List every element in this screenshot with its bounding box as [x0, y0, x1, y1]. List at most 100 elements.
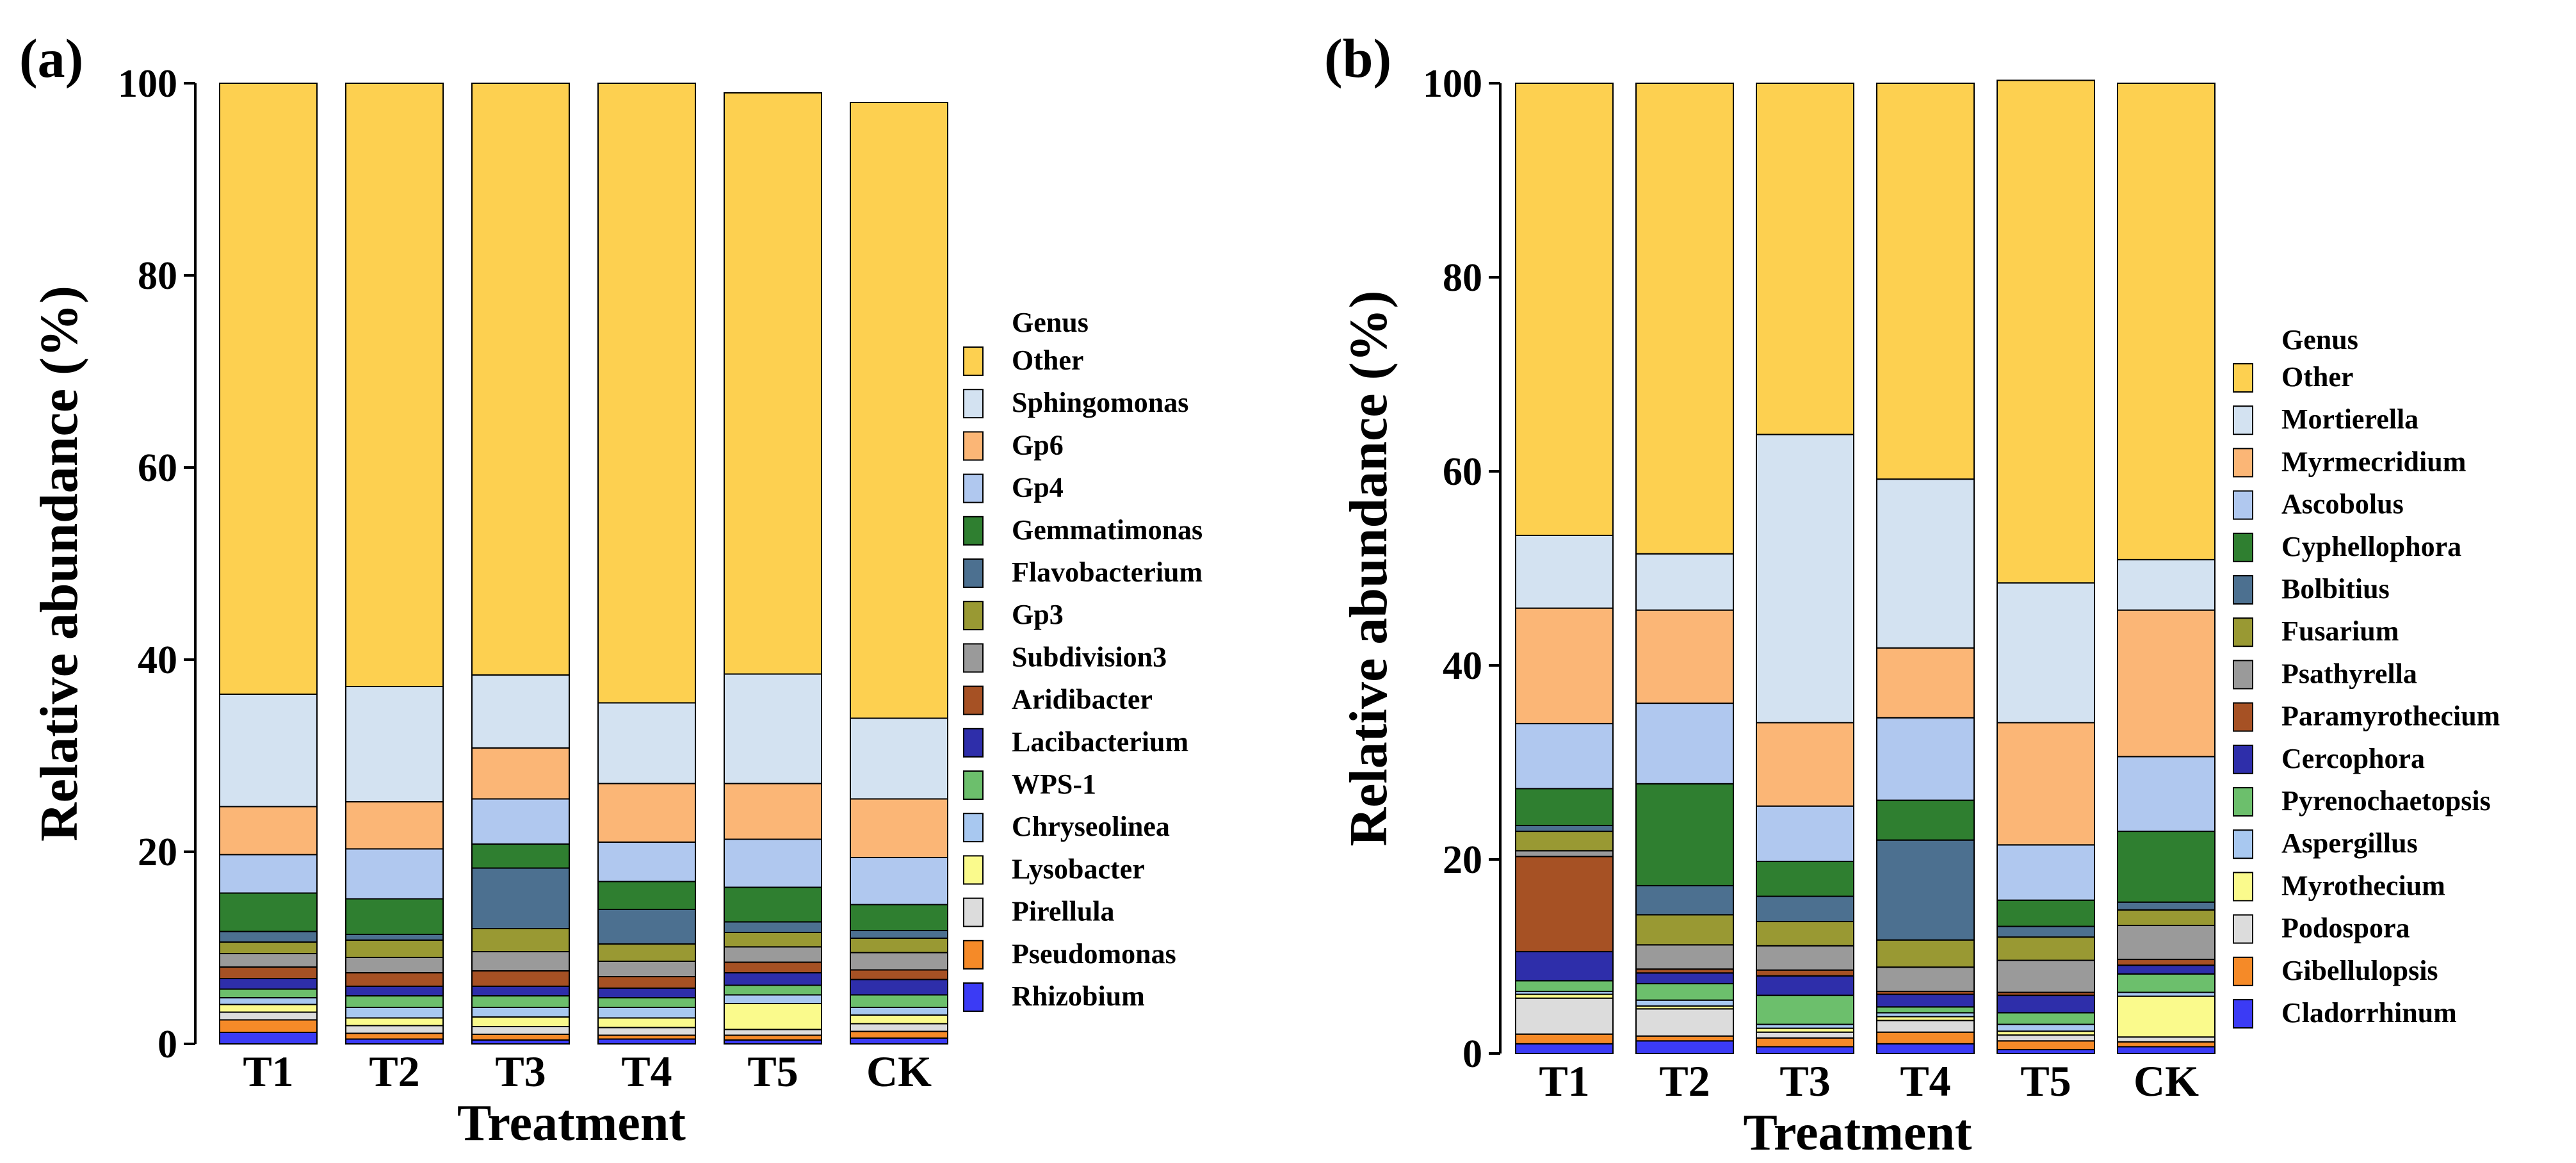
legend-entry: Flavobacterium	[1012, 557, 1203, 588]
x-tick-label: T2	[369, 1047, 419, 1096]
bar-segment-pirellula	[345, 1025, 444, 1034]
bar-segment-lysobacter	[724, 1003, 822, 1030]
bar-segment-gp4	[345, 848, 444, 900]
bar-segment-pseudomonas	[345, 1032, 444, 1040]
legend-entry: Fusarium	[2281, 615, 2399, 647]
bar-segment-gp6	[724, 783, 822, 840]
bar-segment-cercophora	[2117, 964, 2216, 975]
legend-swatch	[963, 643, 984, 673]
bar-segment-bolbitius	[1515, 824, 1614, 833]
bar-segment-fusarium	[1997, 936, 2095, 961]
bar-segment-podospora	[1515, 997, 1614, 1035]
bar-segment-gp6	[219, 806, 318, 856]
bar-segment-lysobacter	[219, 1004, 318, 1013]
x-tick-label: CK	[866, 1047, 932, 1096]
legend-swatch	[963, 431, 984, 461]
bar-segment-chryseolinea	[219, 997, 318, 1005]
legend-entry: Gemmatimonas	[1012, 514, 1203, 546]
legend-swatch	[2233, 829, 2253, 859]
bar-segment-gp4	[850, 857, 948, 906]
bar-segment-rhizobium	[345, 1038, 444, 1045]
legend-swatch	[963, 982, 984, 1012]
y-tick-label: 0	[158, 1023, 177, 1066]
bar-segment-gemmatimonas	[345, 898, 444, 935]
bar-segment-gp3	[219, 941, 318, 954]
bar-segment-pseudomonas	[850, 1030, 948, 1039]
bar-segment-mortierella	[1515, 534, 1614, 609]
legend-swatch	[2233, 702, 2253, 732]
bar-stack-T5	[1997, 79, 2095, 1054]
bar-segment-gp4	[724, 838, 822, 888]
legend-swatch	[963, 516, 984, 546]
bar-segment-pyrenochaetopsis	[1997, 1012, 2095, 1025]
legend-entry: Podospora	[2281, 913, 2410, 944]
bar-segment-pseudomonas	[724, 1034, 822, 1041]
y-tick-label: 60	[1443, 450, 1482, 494]
bar-segment-other	[2117, 83, 2216, 560]
legend-swatch	[963, 813, 984, 843]
legend-swatch	[2233, 872, 2253, 902]
bar-segment-gemmatimonas	[597, 881, 696, 910]
bar-segment-cyphellophora	[1997, 899, 2095, 927]
bar-segment-lysobacter	[850, 1014, 948, 1025]
bar-segment-aridibacter	[471, 970, 570, 987]
bar-segment-myrmecridium	[1635, 609, 1734, 704]
legend-swatch	[963, 685, 984, 715]
x-tick-label: T1	[243, 1047, 293, 1096]
bar-segment-other	[1997, 79, 2095, 584]
bar-segment-myrmecridium	[2117, 609, 2216, 758]
legend-swatch	[963, 473, 984, 503]
bar-segment-lacibacterium	[219, 978, 318, 990]
legend-swatch	[2233, 363, 2253, 393]
bar-segment-subdivision3	[219, 953, 318, 968]
bar-segment-psathyrella	[1756, 945, 1854, 971]
bar-segment-gibellulopsis	[1876, 1031, 1975, 1045]
legend-entry: Pirellula	[1012, 896, 1115, 927]
legend-swatch	[963, 601, 984, 631]
bar-segment-bolbitius	[2117, 901, 2216, 911]
legend-entry: Cladorrhinum	[2281, 997, 2457, 1029]
legend-title: Genus	[1012, 307, 1089, 338]
legend-swatch	[963, 389, 984, 419]
bar-segment-sphingomonas	[345, 686, 444, 802]
y-tick-label: 80	[138, 254, 177, 298]
bar-segment-aridibacter	[850, 969, 948, 980]
bar-segment-pirellula	[471, 1026, 570, 1035]
legend-swatch	[963, 897, 984, 927]
bar-segment-gemmatimonas	[724, 886, 822, 923]
bar-segment-gp3	[850, 938, 948, 954]
legend-entry: Cyphellophora	[2281, 531, 2461, 562]
bar-segment-gp6	[597, 783, 696, 843]
legend-entry: Gp4	[1012, 472, 1064, 503]
bar-segment-lysobacter	[471, 1016, 570, 1027]
bar-segment-chryseolinea	[597, 1007, 696, 1019]
bar-segment-gp3	[597, 943, 696, 962]
bar-segment-gibellulopsis	[1635, 1035, 1734, 1042]
x-axis-title: Treatment	[457, 1095, 686, 1151]
bar-segment-wps-1	[471, 995, 570, 1008]
bar-segment-other	[1756, 83, 1854, 435]
bar-segment-cladorrhinum	[1635, 1040, 1734, 1055]
x-tick-label: T3	[495, 1047, 546, 1096]
legend-swatch	[2233, 914, 2253, 944]
bar-segment-pyrenochaetopsis	[2117, 973, 2216, 993]
bar-segment-fusarium	[1876, 939, 1975, 968]
x-tick-label: T5	[2020, 1057, 2071, 1105]
bar-segment-flavobacterium	[219, 931, 318, 943]
bar-segment-cladorrhinum	[2117, 1046, 2216, 1055]
legend-swatch	[2233, 787, 2253, 817]
bar-segment-lacibacterium	[471, 986, 570, 996]
x-tick-label: T5	[747, 1047, 798, 1096]
bar-segment-cyphellophora	[1876, 799, 1975, 841]
panel-label: (a)	[19, 28, 83, 89]
legend-entry: Aspergillus	[2281, 827, 2418, 859]
bar-segment-myrmecridium	[1515, 607, 1614, 724]
bar-segment-flavobacterium	[597, 909, 696, 945]
bar-segment-gp6	[850, 798, 948, 858]
y-tick-label: 40	[1443, 644, 1482, 688]
bar-segment-wps-1	[724, 984, 822, 996]
y-tick-label: 60	[138, 446, 177, 490]
legend-swatch	[2233, 532, 2253, 562]
bar-segment-aspergillus	[1635, 999, 1734, 1007]
